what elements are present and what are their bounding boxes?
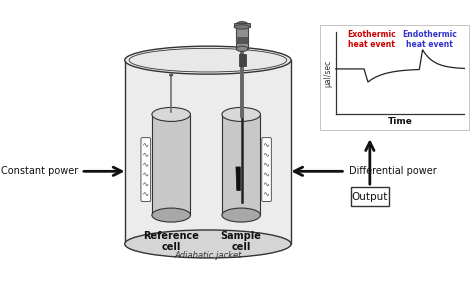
Text: Sample
cell: Sample cell	[221, 231, 262, 252]
Ellipse shape	[237, 46, 248, 52]
Bar	[351, 187, 389, 206]
Ellipse shape	[169, 74, 173, 76]
Polygon shape	[222, 114, 260, 215]
Ellipse shape	[237, 22, 248, 27]
Text: Differential power: Differential power	[349, 166, 437, 176]
Text: Output: Output	[352, 192, 388, 202]
Text: Constant power: Constant power	[1, 166, 78, 176]
FancyBboxPatch shape	[262, 138, 272, 201]
Bar	[237, 38, 248, 45]
Polygon shape	[236, 167, 240, 191]
Bar	[320, 25, 469, 130]
Text: Time: Time	[388, 117, 412, 126]
Text: μal/sec: μal/sec	[323, 60, 332, 87]
Ellipse shape	[234, 25, 250, 29]
Text: Reference
cell: Reference cell	[143, 231, 199, 252]
Ellipse shape	[152, 107, 191, 121]
Polygon shape	[125, 60, 291, 244]
Bar	[238, 54, 246, 66]
Polygon shape	[152, 114, 191, 215]
Bar	[234, 22, 250, 27]
Ellipse shape	[125, 230, 291, 258]
FancyBboxPatch shape	[141, 138, 151, 201]
Ellipse shape	[125, 46, 291, 74]
Ellipse shape	[222, 107, 260, 121]
Bar	[237, 24, 248, 49]
Ellipse shape	[152, 208, 191, 222]
Ellipse shape	[222, 208, 260, 222]
Text: Exothermic
heat event: Exothermic heat event	[347, 29, 396, 49]
Text: Endothermic
heat event: Endothermic heat event	[402, 29, 457, 49]
Text: Adiabatic jacket: Adiabatic jacket	[174, 251, 242, 260]
